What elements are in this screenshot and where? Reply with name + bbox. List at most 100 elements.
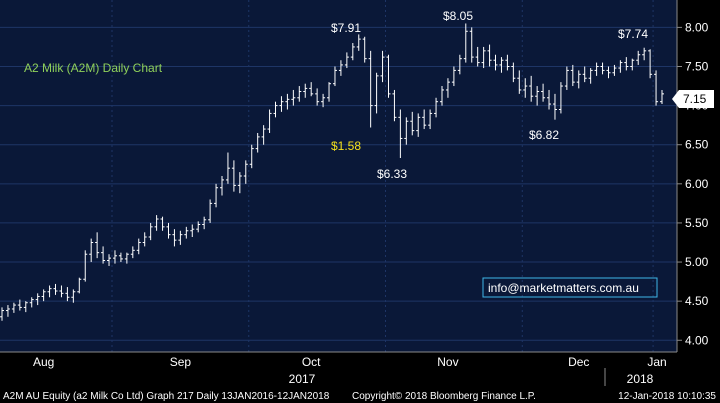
ohlc-bar xyxy=(154,215,159,231)
ohlc-bar xyxy=(89,238,94,263)
ohlc-bar xyxy=(404,117,409,145)
ohlc-bar xyxy=(5,305,10,317)
ohlc-bar xyxy=(648,49,653,79)
ohlc-bar xyxy=(511,62,516,83)
ohlc-bar xyxy=(220,176,224,196)
ohlc-bar xyxy=(434,97,439,118)
ohlc-bar xyxy=(636,50,641,65)
footer-timestamp: 12-Jan-2018 10:10:35 xyxy=(618,391,716,402)
ohlc-bar xyxy=(654,70,659,106)
footer-copyright: Copyright© 2018 Bloomberg Finance L.P. xyxy=(352,391,536,402)
ohlc-bar xyxy=(600,62,605,75)
ohlc-bar xyxy=(344,52,349,69)
ohlc-bar xyxy=(11,302,16,313)
ohlc-bar xyxy=(77,277,82,294)
ohlc-bar xyxy=(660,89,664,105)
ohlc-bar xyxy=(65,287,70,302)
ohlc-bar xyxy=(630,58,635,71)
ohlc-bar xyxy=(95,232,100,259)
last-price-marker xyxy=(672,90,714,108)
ohlc-bar xyxy=(440,86,444,106)
ohlc-bar xyxy=(225,152,230,184)
ohlc-bar xyxy=(321,93,326,108)
ohlc-bar xyxy=(285,93,290,110)
ohlc-bar xyxy=(273,101,278,118)
ohlc-bar xyxy=(130,246,135,259)
ohlc-bar xyxy=(618,60,623,73)
ohlc-bar xyxy=(451,66,456,87)
y-tick-label: 6.00 xyxy=(685,177,709,191)
month-label: Nov xyxy=(437,355,458,369)
ohlc-bar xyxy=(29,297,34,308)
ohlc-bar xyxy=(523,78,528,98)
plot-area xyxy=(0,0,677,352)
ohlc-bar xyxy=(118,252,123,263)
ohlc-bar xyxy=(17,299,22,311)
ohlc-bar xyxy=(392,89,397,122)
ohlc-bar xyxy=(136,238,141,255)
ohlc-bar xyxy=(594,62,599,76)
ohlc-bar xyxy=(59,285,64,298)
ohlc-bar xyxy=(196,221,201,233)
ohlc-bar xyxy=(624,57,629,71)
footer-security: A2M AU Equity (a2 Milk Co Ltd) Graph 217… xyxy=(3,391,330,402)
ohlc-bar xyxy=(243,160,248,184)
ohlc-bar xyxy=(267,109,272,133)
ohlc-bar xyxy=(368,50,373,128)
ohlc-bar xyxy=(112,250,117,264)
month-label: Oct xyxy=(302,355,321,369)
annotation-high-jan: $7.74 xyxy=(618,27,648,41)
month-label: Sep xyxy=(170,355,192,369)
ohlc-bar xyxy=(386,54,391,98)
y-tick-label: 5.50 xyxy=(685,216,709,230)
ohlc-bar xyxy=(184,226,189,239)
ohlc-bar xyxy=(493,54,498,71)
ohlc-bar xyxy=(178,230,183,245)
gridlines xyxy=(0,0,677,352)
ohlc-bar xyxy=(47,285,52,298)
ohlc-bar xyxy=(362,36,367,63)
ohlc-bar xyxy=(142,232,147,247)
ohlc-bar xyxy=(570,64,575,87)
ohlc-bar xyxy=(71,289,76,303)
ohlc-bar xyxy=(41,289,46,302)
ohlc-bar xyxy=(529,75,534,102)
ohlc-bar xyxy=(291,89,296,106)
ohlc-bar xyxy=(83,250,88,282)
ohlc-bars xyxy=(0,23,664,321)
ohlc-bar xyxy=(261,125,266,145)
ohlc-bar xyxy=(309,82,314,97)
ohlc-bar xyxy=(558,82,563,114)
y-tick-label: 8.00 xyxy=(685,20,709,34)
ohlc-bar xyxy=(166,222,171,239)
ohlc-bar xyxy=(249,144,254,169)
ohlc-bar xyxy=(332,66,337,87)
ohlc-bar xyxy=(564,66,569,90)
annotation-yellow: $1.58 xyxy=(331,139,361,153)
ohlc-bar xyxy=(582,66,587,83)
ohlc-bar xyxy=(416,113,421,137)
ohlc-bar xyxy=(297,86,302,102)
ohlc-bar xyxy=(350,43,355,61)
ohlc-bar xyxy=(279,96,284,112)
ohlc-bar xyxy=(481,46,486,69)
ohlc-bar xyxy=(445,78,450,98)
ohlc-bar xyxy=(469,27,474,63)
ohlc-bar xyxy=(380,50,385,83)
y-tick-label: 6.50 xyxy=(685,138,709,152)
ohlc-bar xyxy=(422,109,427,130)
ohlc-bar xyxy=(202,216,207,230)
annotation-high-oct: $7.91 xyxy=(331,21,361,35)
ohlc-bar xyxy=(356,34,361,51)
ohlc-bar xyxy=(315,88,320,106)
month-label: Dec xyxy=(568,355,589,369)
ohlc-bar xyxy=(374,72,379,114)
ohlc-bar xyxy=(303,83,308,98)
ohlc-bar xyxy=(517,70,522,94)
ohlc-bar xyxy=(35,293,40,306)
y-tick-label: 5.00 xyxy=(685,255,709,269)
month-label: Jan xyxy=(647,355,666,369)
ohlc-bar xyxy=(231,160,236,192)
y-tick-label: 7.50 xyxy=(685,59,709,73)
